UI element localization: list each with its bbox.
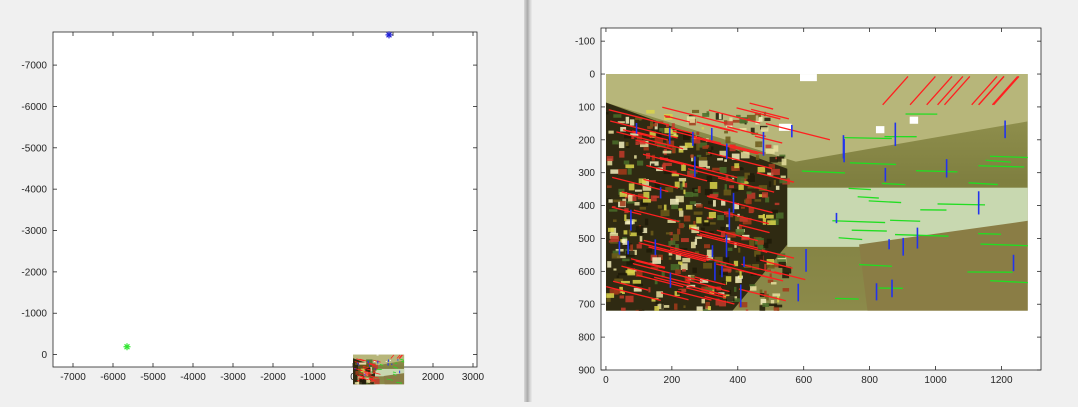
image-chart: 0 200 400 600 800 1000 1200 -100 0 100 200 300 400 50…	[532, 0, 1078, 402]
x-tick-label: -5000	[140, 372, 166, 383]
y-tick-label: -7000	[21, 61, 47, 72]
window-divider[interactable]	[524, 0, 532, 402]
right-figure: 0 200 400 600 800 1000 1200 -100 0 100 200 300 400 50…	[532, 0, 1078, 402]
y-tick-label: 100	[578, 102, 595, 113]
x-tick-label: 3000	[462, 372, 485, 383]
x-tick-label: 200	[664, 375, 681, 386]
y-tick-label: -1000	[21, 309, 47, 320]
y-tick-label: 700	[578, 300, 595, 311]
y-tick-label: 0	[41, 350, 47, 361]
y-tick-label: 0	[589, 70, 595, 81]
x-tick-label: 0	[603, 375, 609, 386]
x-tick-label: -7000	[60, 372, 86, 383]
y-tick-label: 200	[578, 135, 595, 146]
x-tick-label: -3000	[220, 372, 246, 383]
x-tick-label: -2000	[260, 372, 286, 383]
plot-area-left	[53, 32, 477, 367]
x-tick-label: 600	[795, 375, 812, 386]
y-tick-label: -2000	[21, 267, 47, 278]
x-tick-label: 2000	[422, 372, 445, 383]
scatter-chart: -7000-6000-5000-4000-3000-2000-100001000…	[0, 0, 524, 402]
x-tick-label: 1000	[924, 375, 947, 386]
y-tick-label: 900	[578, 366, 595, 377]
y-tick-label: -100	[575, 37, 595, 48]
x-tick-label: 400	[729, 375, 746, 386]
x-tick-label: -6000	[100, 372, 126, 383]
store-aisle-image	[606, 74, 1032, 317]
y-tick-label: 600	[578, 267, 595, 278]
y-tick-label: -3000	[21, 226, 47, 237]
x-tick-label: 800	[861, 375, 878, 386]
x-tick-label: -4000	[180, 372, 206, 383]
x-tick-label: -1000	[300, 372, 326, 383]
y-tick-label: 800	[578, 333, 595, 344]
y-tick-label: 300	[578, 168, 595, 179]
store-aisle-image	[353, 355, 406, 390]
y-tick-label: -4000	[21, 185, 47, 196]
x-tick-label: 1200	[990, 375, 1013, 386]
y-tick-label: -5000	[21, 143, 47, 154]
star-marker-0	[386, 31, 393, 38]
left-figure: -7000-6000-5000-4000-3000-2000-100001000…	[0, 0, 524, 402]
y-tick-label: -6000	[21, 102, 47, 113]
y-tick-label: 400	[578, 201, 595, 212]
y-tick-label: 500	[578, 234, 595, 245]
